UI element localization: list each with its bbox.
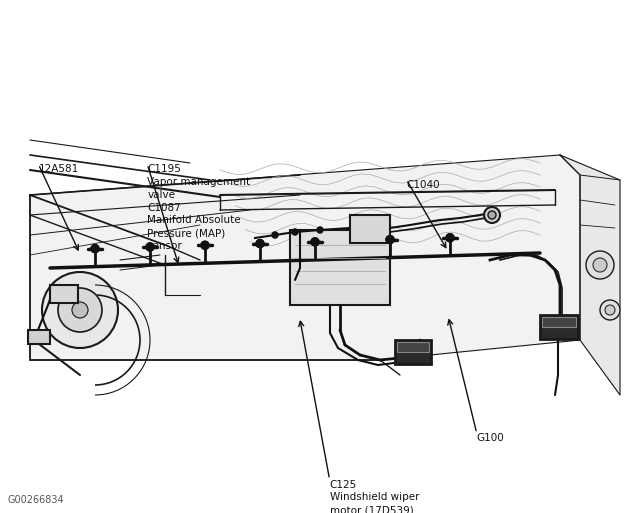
Text: C1195
Vapor management
valve
C1087
Manifold Absolute
Pressure (MAP)
sensor: C1195 Vapor management valve C1087 Manif… bbox=[147, 164, 250, 251]
Circle shape bbox=[292, 229, 298, 235]
Circle shape bbox=[484, 207, 500, 223]
FancyBboxPatch shape bbox=[28, 330, 50, 344]
Circle shape bbox=[91, 245, 99, 252]
Polygon shape bbox=[560, 155, 620, 395]
Circle shape bbox=[42, 272, 118, 348]
Circle shape bbox=[605, 305, 615, 315]
Circle shape bbox=[146, 243, 154, 251]
Circle shape bbox=[58, 288, 102, 332]
Circle shape bbox=[256, 240, 264, 248]
Text: 12A581: 12A581 bbox=[38, 164, 79, 174]
FancyBboxPatch shape bbox=[540, 315, 578, 339]
Text: C125
Windshield wiper
motor (17D539): C125 Windshield wiper motor (17D539) bbox=[330, 480, 419, 513]
Text: G00266834: G00266834 bbox=[8, 495, 65, 505]
Text: C1040: C1040 bbox=[406, 180, 440, 189]
Circle shape bbox=[586, 251, 614, 279]
Circle shape bbox=[386, 235, 394, 244]
Circle shape bbox=[311, 238, 319, 246]
Circle shape bbox=[317, 227, 323, 233]
Circle shape bbox=[488, 211, 496, 219]
Circle shape bbox=[201, 241, 209, 249]
FancyBboxPatch shape bbox=[542, 317, 576, 327]
Circle shape bbox=[72, 302, 88, 318]
FancyBboxPatch shape bbox=[397, 342, 429, 352]
FancyBboxPatch shape bbox=[50, 285, 78, 303]
FancyBboxPatch shape bbox=[395, 340, 431, 364]
Polygon shape bbox=[30, 155, 580, 360]
Circle shape bbox=[600, 300, 620, 320]
Circle shape bbox=[593, 258, 607, 272]
FancyBboxPatch shape bbox=[350, 215, 390, 243]
Text: G100: G100 bbox=[477, 433, 504, 443]
Circle shape bbox=[446, 234, 454, 242]
FancyBboxPatch shape bbox=[290, 230, 390, 305]
Circle shape bbox=[272, 232, 278, 238]
